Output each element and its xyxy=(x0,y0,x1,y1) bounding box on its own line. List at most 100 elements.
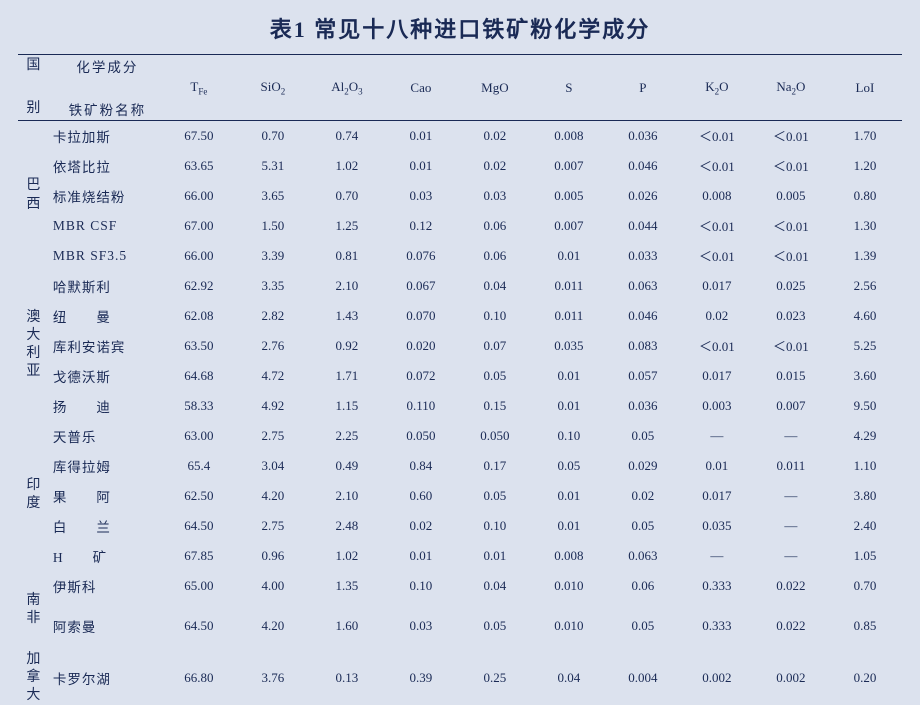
value-cell: 0.10 xyxy=(384,571,458,601)
value-cell: 0.05 xyxy=(532,451,606,481)
value-cell: 58.33 xyxy=(162,391,236,421)
value-cell: 67.85 xyxy=(162,541,236,571)
value-cell: 0.17 xyxy=(458,451,532,481)
value-cell: 67.50 xyxy=(162,121,236,151)
value-cell: 0.01 xyxy=(680,451,754,481)
table-body: 巴西卡拉加斯67.500.700.740.010.020.0080.036＜0.… xyxy=(18,121,902,705)
value-cell: 65.00 xyxy=(162,571,236,601)
value-cell: 0.011 xyxy=(532,271,606,301)
value-cell: 67.00 xyxy=(162,211,236,241)
ore-name: 扬 迪 xyxy=(49,391,162,421)
value-cell: 0.03 xyxy=(384,181,458,211)
value-cell: 0.020 xyxy=(384,331,458,361)
value-cell: 0.046 xyxy=(606,301,680,331)
value-cell: 0.025 xyxy=(754,271,828,301)
value-cell: 65.4 xyxy=(162,451,236,481)
value-cell: 0.022 xyxy=(754,601,828,651)
col-al2o3: Al2O3 xyxy=(310,77,384,99)
ore-name: 天普乐 xyxy=(49,421,162,451)
value-cell: 4.20 xyxy=(236,481,310,511)
value-cell: 0.70 xyxy=(310,181,384,211)
value-cell: — xyxy=(754,511,828,541)
value-cell: 0.046 xyxy=(606,151,680,181)
value-cell: 0.333 xyxy=(680,601,754,651)
value-cell: 0.05 xyxy=(606,601,680,651)
value-cell: 1.20 xyxy=(828,151,902,181)
value-cell: 0.007 xyxy=(532,211,606,241)
country-cell: 南非 xyxy=(18,571,49,651)
value-cell: — xyxy=(754,481,828,511)
value-cell: 0.333 xyxy=(680,571,754,601)
value-cell: 0.03 xyxy=(458,181,532,211)
value-cell: ＜0.01 xyxy=(754,241,828,271)
value-cell: 0.015 xyxy=(754,361,828,391)
value-cell: 0.05 xyxy=(458,601,532,651)
value-cell: 0.05 xyxy=(606,511,680,541)
ore-name: 卡罗尔湖 xyxy=(49,651,162,705)
value-cell: 0.01 xyxy=(532,481,606,511)
value-cell: 63.00 xyxy=(162,421,236,451)
value-cell: 0.39 xyxy=(384,651,458,705)
value-cell: 3.60 xyxy=(828,361,902,391)
ore-name: 标准烧结粉 xyxy=(49,181,162,211)
value-cell: 0.84 xyxy=(384,451,458,481)
value-cell: 0.036 xyxy=(606,391,680,421)
value-cell: 0.057 xyxy=(606,361,680,391)
value-cell: 0.005 xyxy=(532,181,606,211)
value-cell: 0.017 xyxy=(680,361,754,391)
value-cell: 0.06 xyxy=(458,241,532,271)
value-cell: 4.20 xyxy=(236,601,310,651)
value-cell: 0.008 xyxy=(680,181,754,211)
ore-name: 戈德沃斯 xyxy=(49,361,162,391)
ore-name: H 矿 xyxy=(49,541,162,571)
value-cell: ＜0.01 xyxy=(680,331,754,361)
value-cell: 0.05 xyxy=(458,481,532,511)
value-cell: 0.01 xyxy=(532,361,606,391)
value-cell: 0.20 xyxy=(828,651,902,705)
value-cell: 66.80 xyxy=(162,651,236,705)
value-cell: 0.10 xyxy=(458,301,532,331)
value-cell: 0.60 xyxy=(384,481,458,511)
value-cell: 0.02 xyxy=(384,511,458,541)
value-cell: 2.75 xyxy=(236,511,310,541)
value-cell: 0.083 xyxy=(606,331,680,361)
value-cell: 0.026 xyxy=(606,181,680,211)
value-cell: 1.30 xyxy=(828,211,902,241)
ore-name: 依塔比拉 xyxy=(49,151,162,181)
value-cell: 0.92 xyxy=(310,331,384,361)
value-cell: 0.008 xyxy=(532,121,606,151)
value-cell: 5.25 xyxy=(828,331,902,361)
value-cell: 9.50 xyxy=(828,391,902,421)
value-cell: 1.25 xyxy=(310,211,384,241)
table-row: 澳大利亚哈默斯利62.923.352.100.0670.040.0110.063… xyxy=(18,271,902,301)
ore-name: MBR CSF xyxy=(49,211,162,241)
value-cell: 4.60 xyxy=(828,301,902,331)
value-cell: 0.49 xyxy=(310,451,384,481)
col-loi: LoI xyxy=(828,77,902,99)
table-title: 表1 常见十八种进口铁矿粉化学成分 xyxy=(18,12,902,44)
value-cell: ＜0.01 xyxy=(754,121,828,151)
ore-name: 哈默斯利 xyxy=(49,271,162,301)
value-cell: 0.80 xyxy=(828,181,902,211)
value-cell: 0.85 xyxy=(828,601,902,651)
value-cell: 2.25 xyxy=(310,421,384,451)
col-na2o: Na2O xyxy=(754,77,828,99)
value-cell: 1.43 xyxy=(310,301,384,331)
value-cell: 0.05 xyxy=(458,361,532,391)
ore-name: 果 阿 xyxy=(49,481,162,511)
value-cell: ＜0.01 xyxy=(680,121,754,151)
value-cell: 0.01 xyxy=(384,151,458,181)
value-cell: 66.00 xyxy=(162,181,236,211)
hdr-name-label: 铁矿粉名称 xyxy=(49,99,162,121)
value-cell: 0.063 xyxy=(606,271,680,301)
value-cell: 0.076 xyxy=(384,241,458,271)
value-cell: 0.96 xyxy=(236,541,310,571)
col-p: P xyxy=(606,77,680,99)
value-cell: 0.002 xyxy=(680,651,754,705)
value-cell: 0.74 xyxy=(310,121,384,151)
table-row: 巴西卡拉加斯67.500.700.740.010.020.0080.036＜0.… xyxy=(18,121,902,151)
value-cell: 3.39 xyxy=(236,241,310,271)
value-cell: 0.10 xyxy=(532,421,606,451)
value-cell: 0.023 xyxy=(754,301,828,331)
ore-name: 纽 曼 xyxy=(49,301,162,331)
